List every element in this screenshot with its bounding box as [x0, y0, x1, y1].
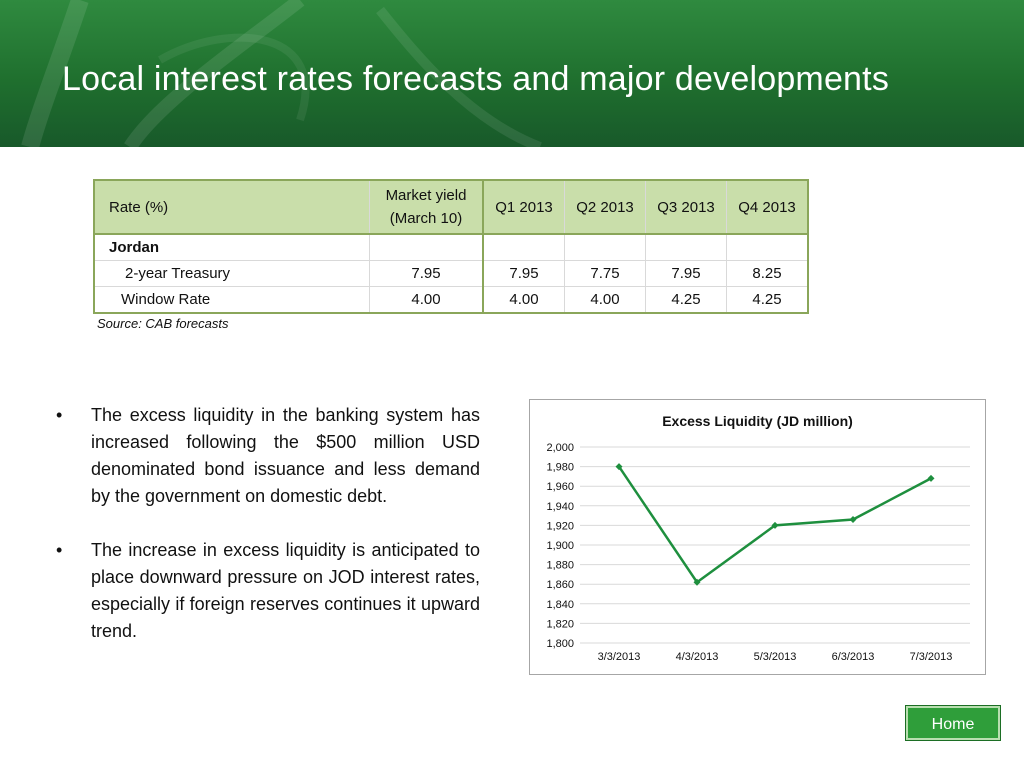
table-source-note: Source: CAB forecasts — [97, 316, 229, 331]
x-tick-label: 3/3/2013 — [598, 651, 641, 663]
x-tick-label: 7/3/2013 — [910, 651, 953, 663]
bullet-icon: • — [56, 405, 63, 425]
list-item: • The increase in excess liquidity is an… — [56, 537, 480, 645]
header-market-yield: Market yield (March 10) — [369, 179, 484, 235]
excess-liquidity-chart: Excess Liquidity (JD million) 1,800 1,820… — [529, 399, 986, 675]
y-tick-label: 2,000 — [546, 442, 574, 454]
y-tick-label: 1,940 — [546, 501, 574, 513]
table-cell: 4.00 — [482, 286, 565, 314]
home-button[interactable]: Home — [906, 706, 1000, 740]
group-label: Jordan — [93, 233, 370, 261]
bullet-text: The increase in excess liquidity is anti… — [91, 540, 480, 641]
table-cell: 7.95 — [369, 260, 484, 287]
table-row: Window Rate 4.00 4.00 4.00 4.25 4.25 — [93, 286, 809, 314]
x-tick-label: 5/3/2013 — [754, 651, 797, 663]
header-q3: Q3 2013 — [645, 179, 727, 235]
table-cell: 7.95 — [482, 260, 565, 287]
data-point — [693, 578, 701, 586]
bullet-list: • The excess liquidity in the banking sy… — [56, 402, 480, 672]
row-label: Window Rate — [93, 286, 370, 314]
header-banner: Local interest rates forecasts and major… — [0, 0, 1024, 147]
list-item: • The excess liquidity in the banking sy… — [56, 402, 480, 510]
header-rate: Rate (%) — [93, 179, 370, 235]
header-q4: Q4 2013 — [726, 179, 809, 235]
data-point — [927, 474, 935, 482]
y-tick-label: 1,840 — [546, 599, 574, 611]
rates-table: Rate (%) Market yield (March 10) Q1 2013 … — [93, 179, 809, 314]
header-q2: Q2 2013 — [564, 179, 646, 235]
table-row: 2-year Treasury 7.95 7.95 7.75 7.95 8.25 — [93, 260, 809, 287]
table-cell: 4.00 — [369, 286, 484, 314]
y-tick-label: 1,800 — [546, 638, 574, 650]
table-cell — [726, 233, 809, 261]
y-tick-label: 1,820 — [546, 618, 574, 630]
table-cell — [564, 233, 646, 261]
table-header-row: Rate (%) Market yield (March 10) Q1 2013 … — [93, 179, 809, 235]
header-market-yield-line2: (March 10) — [389, 210, 463, 227]
y-tick-label: 1,880 — [546, 560, 574, 572]
x-tick-label: 4/3/2013 — [676, 651, 719, 663]
y-tick-label: 1,960 — [546, 481, 574, 493]
bullet-icon: • — [56, 540, 63, 560]
bullet-text: The excess liquidity in the banking syst… — [91, 405, 480, 506]
y-tick-label: 1,980 — [546, 462, 574, 474]
row-label: 2-year Treasury — [93, 260, 370, 287]
chart-plot: 1,800 1,820 1,840 1,860 1,880 1,900 1,920 1,940… — [546, 442, 970, 663]
table-cell: 7.75 — [564, 260, 646, 287]
x-tick-label: 6/3/2013 — [832, 651, 875, 663]
table-cell: 4.25 — [645, 286, 727, 314]
page-title: Local interest rates forecasts and major… — [62, 60, 890, 98]
table-row-group: Jordan — [93, 233, 809, 261]
header-market-yield-line1: Market yield — [385, 187, 467, 204]
table-cell: 4.25 — [726, 286, 809, 314]
data-point — [849, 516, 857, 524]
table-cell — [482, 233, 565, 261]
table-cell: 7.95 — [645, 260, 727, 287]
chart-title: Excess Liquidity (JD million) — [662, 413, 853, 429]
decorative-swirl — [21, 0, 542, 147]
data-point — [771, 521, 779, 529]
data-point — [615, 463, 623, 471]
table-cell: 8.25 — [726, 260, 809, 287]
y-tick-label: 1,920 — [546, 520, 574, 532]
y-tick-label: 1,860 — [546, 579, 574, 591]
header-q1: Q1 2013 — [482, 179, 565, 235]
table-cell — [369, 233, 484, 261]
y-tick-label: 1,900 — [546, 540, 574, 552]
table-cell — [645, 233, 727, 261]
table-cell: 4.00 — [564, 286, 646, 314]
